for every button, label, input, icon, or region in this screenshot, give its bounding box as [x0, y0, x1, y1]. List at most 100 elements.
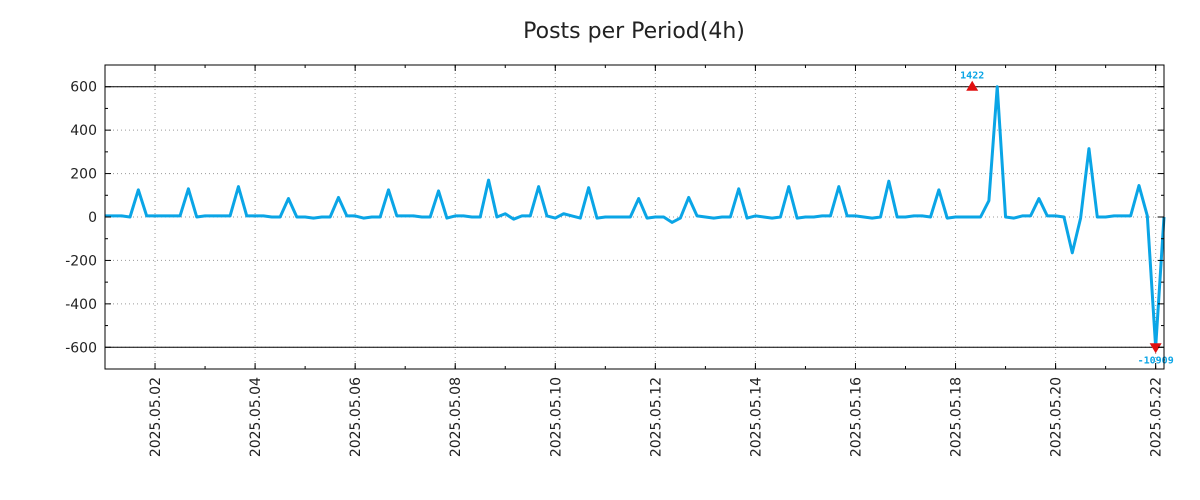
data-point: [679, 217, 681, 219]
data-point: [654, 216, 656, 218]
x-tick-label: 2025.05.06: [348, 377, 364, 457]
data-point: [1071, 252, 1073, 254]
data-point: [971, 216, 973, 218]
data-point: [487, 179, 490, 181]
data-point: [162, 215, 164, 217]
data-point: [729, 216, 731, 218]
data-point: [621, 216, 623, 218]
data-point: [304, 216, 306, 218]
data-point: [754, 215, 757, 217]
data-point: [171, 215, 173, 217]
data-point: [1130, 215, 1132, 217]
y-tick-label: 0: [88, 210, 97, 226]
data-point: [237, 186, 240, 188]
x-tick-label: 2025.05.14: [748, 377, 764, 457]
data-point: [471, 216, 473, 218]
data-point: [921, 215, 923, 217]
data-point: [271, 216, 273, 218]
data-point: [387, 189, 390, 191]
x-tick-label: 2025.05.08: [448, 377, 464, 457]
data-point: [996, 86, 998, 88]
data-point: [779, 216, 782, 218]
data-point: [337, 196, 340, 199]
data-point: [1113, 215, 1115, 217]
data-point: [946, 217, 948, 219]
data-point: [221, 215, 223, 217]
data-point: [813, 216, 815, 218]
data-point: [796, 217, 798, 219]
y-tick-label: 200: [70, 167, 97, 183]
axis-ticks: 600 400 200 0 -200 -400 -600 2025.05.02 2025.05.…: [65, 65, 1165, 457]
data-point: [504, 213, 506, 215]
data-point: [112, 215, 114, 217]
data-point: [554, 217, 556, 219]
data-point: [538, 186, 540, 188]
data-point: [979, 216, 982, 218]
data-point: [688, 196, 690, 199]
data-point: [1121, 215, 1123, 217]
data-point: [879, 216, 882, 218]
data-point: [1080, 217, 1082, 219]
data-point: [362, 217, 365, 219]
data-point: [354, 215, 356, 217]
data-point: [346, 215, 348, 217]
annotation-label: 1422: [960, 71, 984, 82]
data-point: [1054, 215, 1057, 217]
x-tick-label: 2025.05.22: [1149, 377, 1165, 457]
data-point: [129, 216, 131, 218]
x-tick-label: 2025.05.12: [648, 377, 664, 457]
annotation-label: -10909: [1138, 355, 1174, 366]
data-point: [571, 215, 573, 217]
data-point: [287, 197, 290, 200]
data-point: [904, 216, 907, 218]
data-point: [846, 215, 848, 217]
data-point: [704, 216, 706, 218]
data-point: [963, 216, 965, 218]
data-point: [1013, 217, 1015, 219]
data-point: [771, 217, 773, 219]
y-tick-label: 600: [70, 80, 97, 96]
series: [104, 85, 1166, 349]
data-point: [446, 217, 448, 219]
data-point: [279, 216, 281, 218]
data-point: [579, 217, 581, 219]
data-point: [788, 186, 790, 188]
data-point: [871, 217, 873, 219]
data-point: [913, 215, 915, 217]
data-point: [196, 216, 198, 218]
data-point: [1004, 216, 1007, 218]
series-line: [105, 85, 1166, 349]
min-marker: [1149, 343, 1162, 354]
reference-lines: [105, 86, 1164, 348]
data-point: [437, 190, 440, 192]
data-point: [479, 216, 481, 218]
data-point: [329, 216, 331, 218]
data-point: [121, 215, 123, 217]
y-tick-label: -200: [65, 253, 97, 269]
data-point: [713, 217, 715, 219]
data-point: [663, 216, 665, 218]
data-point: [1105, 216, 1107, 218]
x-tick-label: 2025.05.20: [1049, 377, 1065, 457]
data-point: [988, 200, 990, 202]
data-point: [512, 218, 515, 220]
y-tick-label: -400: [65, 297, 97, 313]
max-marker: [966, 80, 979, 91]
data-point: [421, 216, 423, 218]
chart-title: Posts per Period(4h): [523, 19, 745, 44]
data-point: [262, 215, 265, 217]
data-point: [563, 213, 565, 215]
data-point: [838, 186, 840, 188]
data-point: [1138, 184, 1140, 187]
data-point: [763, 216, 765, 218]
data-point: [804, 216, 807, 218]
data-point: [738, 188, 740, 190]
data-point: [588, 187, 590, 189]
data-point: [529, 215, 531, 217]
y-tick-label: 400: [70, 123, 97, 139]
data-point: [1096, 216, 1098, 218]
data-point: [821, 215, 823, 217]
x-tick-label: 2025.05.16: [848, 377, 864, 457]
data-point: [137, 189, 139, 191]
